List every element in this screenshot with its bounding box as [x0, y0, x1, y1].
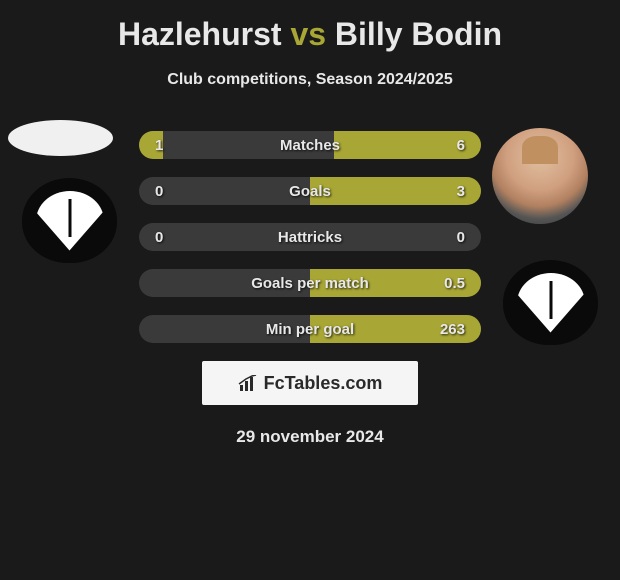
stat-row: 0 Hattricks 0	[139, 223, 481, 251]
stat-right-value: 6	[457, 137, 465, 154]
stat-right-value: 0	[457, 229, 465, 246]
stat-label: Matches	[139, 137, 481, 154]
stat-label: Hattricks	[139, 229, 481, 246]
branding-box: FcTables.com	[202, 361, 418, 405]
stats-table: 1 Matches 6 0 Goals 3 0 Hattricks 0 Goal…	[139, 131, 481, 343]
snapshot-date: 29 november 2024	[0, 427, 620, 447]
player1-avatar	[8, 120, 113, 156]
stat-row: Min per goal 263	[139, 315, 481, 343]
branding-text: FcTables.com	[264, 373, 383, 394]
stat-label: Min per goal	[139, 321, 481, 338]
player2-name: Billy Bodin	[335, 16, 502, 52]
stat-row: Goals per match 0.5	[139, 269, 481, 297]
player2-avatar	[492, 128, 588, 224]
stat-right-value: 263	[440, 321, 465, 338]
player1-club-badge	[22, 178, 117, 263]
stat-right-value: 0.5	[444, 275, 465, 292]
stat-right-value: 3	[457, 183, 465, 200]
vs-label: vs	[290, 16, 326, 52]
stat-label: Goals	[139, 183, 481, 200]
player2-club-badge	[503, 260, 598, 345]
stat-row: 1 Matches 6	[139, 131, 481, 159]
chart-icon	[238, 375, 258, 391]
player1-name: Hazlehurst	[118, 16, 282, 52]
stat-row: 0 Goals 3	[139, 177, 481, 205]
season-subtitle: Club competitions, Season 2024/2025	[0, 71, 620, 89]
comparison-title: Hazlehurst vs Billy Bodin	[0, 16, 620, 53]
stat-label: Goals per match	[139, 275, 481, 292]
